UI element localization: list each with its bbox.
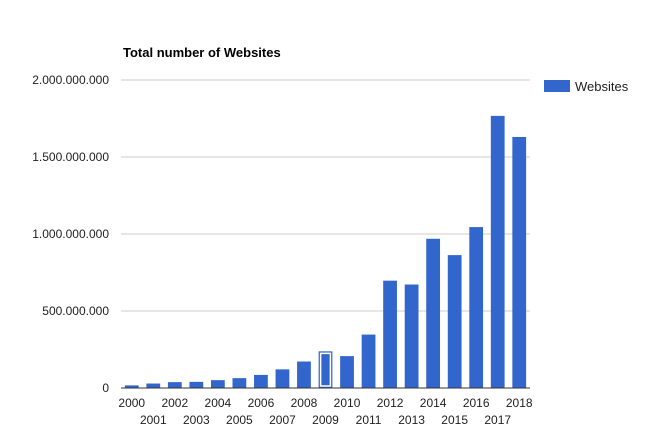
bar-2001[interactable] (146, 383, 161, 388)
bar-2011[interactable] (361, 334, 376, 388)
x-tick-label: 2015 (441, 413, 468, 427)
x-tick-label: 2005 (226, 413, 253, 427)
legend[interactable]: Websites (544, 79, 629, 94)
legend-swatch (544, 80, 570, 92)
bar-2014[interactable] (426, 238, 441, 388)
gridlines (121, 79, 530, 312)
y-tick-label: 1.500.000.000 (32, 150, 109, 164)
y-axis-tick-labels: 0 500.000.000 1.000.000.000 1.500.000.000 2.… (32, 73, 109, 395)
bar-2008[interactable] (297, 361, 311, 388)
x-tick-label: 2011 (356, 413, 382, 427)
legend-label-websites: Websites (575, 79, 629, 94)
y-tick-label: 1.000.000.000 (32, 227, 109, 241)
x-tick-label: 2003 (183, 413, 210, 427)
x-tick-label: 2007 (269, 413, 296, 427)
bar-2003[interactable] (189, 381, 204, 388)
x-tick-label: 2010 (334, 396, 361, 410)
chart-title: Total number of Websites (123, 45, 281, 60)
bar-2000[interactable] (124, 385, 139, 388)
x-tick-label: 2008 (291, 396, 318, 410)
bar-2006[interactable] (254, 374, 268, 388)
bar-2012[interactable] (383, 280, 397, 388)
bar-2007[interactable] (275, 369, 290, 388)
y-tick-label: 500.000.000 (42, 304, 109, 318)
x-tick-label: 2000 (118, 396, 145, 410)
bar-hover-highlight (319, 352, 332, 387)
x-tick-label: 2014 (420, 396, 447, 410)
y-tick-label: 2.000.000.000 (32, 73, 109, 87)
bars (124, 115, 527, 388)
bar-2002[interactable] (167, 382, 182, 388)
x-tick-label: 2013 (398, 413, 425, 427)
x-tick-label: 2009 (312, 413, 339, 427)
bar-2004[interactable] (210, 380, 225, 388)
x-axis-tick-labels: 2000 2001 2002 2003 2004 2005 2006 2007 2008 2009… (118, 396, 532, 427)
bar-2010[interactable] (340, 356, 354, 388)
bar-2015[interactable] (447, 255, 462, 388)
x-tick-label: 2004 (205, 396, 232, 410)
x-tick-label: 2001 (140, 413, 167, 427)
y-tick-label: 0 (102, 381, 109, 395)
x-tick-label: 2012 (377, 396, 404, 410)
bar-2009[interactable] (318, 351, 333, 388)
bar-2016[interactable] (469, 227, 484, 388)
x-tick-label: 2017 (484, 413, 511, 427)
x-tick-label: 2002 (161, 396, 188, 410)
x-tick-label: 2018 (506, 396, 533, 410)
x-tick-label: 2016 (463, 396, 490, 410)
x-tick-label: 2006 (248, 396, 275, 410)
bar-2013[interactable] (404, 284, 419, 388)
bar-2018[interactable] (512, 136, 527, 388)
bar-2017[interactable] (490, 115, 505, 388)
bar-2005[interactable] (232, 378, 247, 388)
